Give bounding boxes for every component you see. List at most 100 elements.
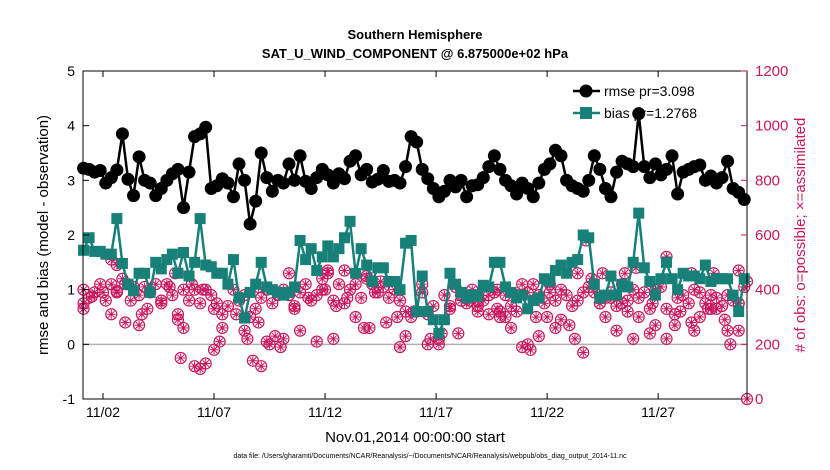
obs-marker: [688, 324, 701, 337]
bias-point: [599, 289, 611, 301]
obs-marker: [182, 294, 196, 307]
bias-point: [499, 281, 511, 293]
x-tick-label: 11/17: [419, 404, 453, 420]
bias-point: [144, 286, 156, 298]
rmse-point: [127, 189, 141, 203]
obs-marker: [263, 338, 276, 351]
bias-point: [522, 303, 534, 315]
y-tick-label-left: 0: [67, 336, 75, 352]
legend-bias-marker: [580, 107, 592, 119]
bias-point: [616, 278, 628, 290]
bias-point: [272, 286, 284, 298]
bias-point: [422, 306, 434, 318]
y-axis-label-left: rmse and bias (model - observation): [35, 115, 52, 355]
obs-marker: [274, 340, 287, 354]
obs-marker: [610, 324, 623, 337]
legend: rmse pr=3.098 bias pr=1.2768: [573, 83, 697, 121]
obs-marker: [660, 332, 673, 345]
rmse-point: [693, 158, 707, 172]
bias-point: [255, 256, 267, 268]
bias-point: [688, 270, 700, 282]
obs-marker: [563, 319, 576, 332]
bias-point: [189, 256, 201, 268]
bias-point: [122, 278, 134, 290]
y-axis-label-right: # of obs: o=possible; ×=assimilated: [792, 118, 809, 353]
obs-marker: [732, 264, 745, 277]
bias-point: [139, 267, 151, 279]
bias-point: [466, 289, 478, 301]
x-axis-label: Nov.01,2014 00:00:00 start: [325, 429, 506, 446]
y-tick-label-right: 0: [755, 391, 763, 408]
obs-marker: [363, 321, 376, 335]
obs-marker: [321, 264, 334, 277]
x-tick-label: 11/12: [308, 404, 342, 420]
obs-marker: [493, 310, 507, 324]
obs-marker: [382, 291, 396, 304]
bias-point: [444, 267, 456, 279]
obs-marker: [571, 267, 584, 280]
rmse-point: [632, 107, 646, 121]
rmse-point: [582, 173, 596, 187]
bias-point: [538, 273, 550, 285]
bias-point: [222, 278, 234, 290]
rmse-point: [576, 184, 590, 198]
bias-point: [611, 289, 623, 301]
rmse-point: [482, 160, 496, 174]
bias-point: [83, 232, 95, 244]
obs-marker: [163, 280, 176, 294]
rmse-point: [143, 176, 157, 190]
obs-marker: [432, 338, 445, 351]
obs-marker: [721, 324, 734, 337]
bias-point: [383, 275, 395, 287]
bias-point: [411, 306, 423, 318]
bias-point: [133, 267, 145, 279]
rmse-point: [526, 190, 540, 204]
bias-point: [561, 267, 573, 279]
bias-point: [594, 292, 606, 304]
data-file-note: data file: /Users/gharamti/Documents/NCA…: [233, 453, 627, 460]
obs-marker: [380, 316, 393, 329]
bias-point: [533, 292, 545, 304]
rmse-point: [476, 171, 490, 185]
obs-marker: [718, 313, 731, 326]
y-tick-label-left: 1: [67, 282, 75, 298]
rmse-point: [349, 149, 363, 163]
obs-marker: [391, 310, 404, 324]
rmse-point: [454, 173, 468, 187]
obs-marker: [393, 294, 407, 307]
rmse-point: [715, 171, 729, 185]
bias-point: [211, 267, 223, 279]
bias-point: [666, 273, 678, 285]
rmse-point: [737, 192, 751, 206]
bias-point: [544, 275, 556, 287]
rmse-point: [604, 190, 618, 204]
bias-point: [177, 246, 189, 258]
bias-point: [549, 265, 561, 277]
bias-point: [372, 262, 384, 274]
obs-marker: [155, 294, 168, 307]
bias-point: [377, 262, 389, 274]
obs-marker: [135, 308, 148, 321]
bias-point: [660, 256, 672, 268]
bias-point: [622, 281, 634, 293]
bias-point: [261, 281, 273, 293]
bias-point: [477, 279, 489, 291]
rmse-point: [393, 176, 407, 190]
rmse-series: [77, 107, 751, 231]
bias-point: [416, 270, 428, 282]
bias-point: [655, 273, 667, 285]
obs-marker: [399, 305, 412, 318]
bias-point: [311, 265, 323, 277]
bias-point: [516, 289, 528, 301]
bias-point: [100, 248, 112, 260]
bias-point: [172, 267, 184, 279]
bias-point: [494, 256, 506, 268]
bias-point: [705, 275, 717, 287]
obs-marker: [443, 302, 457, 315]
obs-marker: [255, 291, 268, 304]
obs-marker: [194, 297, 207, 310]
obs-marker: [516, 278, 529, 291]
rmse-point: [610, 165, 624, 179]
obs-marker: [174, 351, 187, 365]
rmse-point: [659, 162, 673, 176]
